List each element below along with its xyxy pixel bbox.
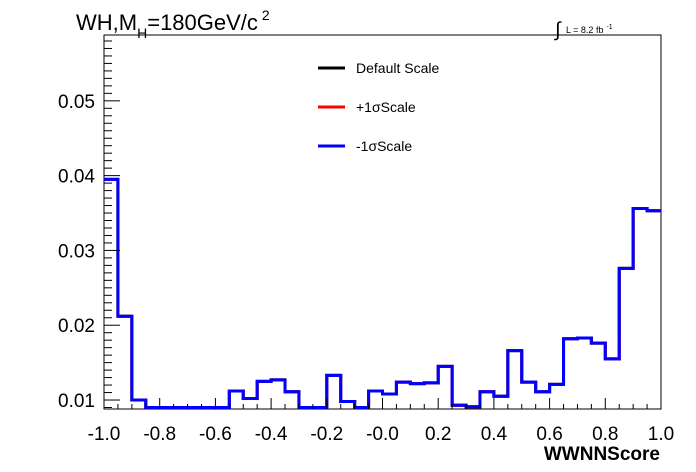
legend-label: +1σScale: [356, 99, 416, 115]
x-tick-label: 0.6: [536, 424, 562, 445]
x-tick-label: -1.0: [88, 424, 121, 445]
axes-group: -1.0 -0.8 -0.6 -0.4 -0.2 -0.0 0.2 0.4 0.6 0.8 1.0 0…: [58, 40, 674, 445]
y-tick-label: 0.01: [58, 391, 95, 412]
x-tick-label: -0.4: [255, 424, 288, 445]
luminosity-superscript: -1: [606, 24, 612, 31]
x-tick-label: 0.8: [592, 424, 618, 445]
legend-label: -1σScale: [356, 138, 412, 154]
x-tick-label: -0.6: [199, 424, 232, 445]
x-tick-label: 0.2: [425, 424, 451, 445]
chart-title-subscript: H: [137, 25, 147, 41]
x-tick-label: -0.2: [310, 424, 343, 445]
legend-label: Default Scale: [356, 60, 439, 76]
chart-title: WH,MH=180GeV/c 2: [76, 7, 270, 41]
y-tick-label: 0.04: [58, 167, 95, 188]
y-tick-label: 0.05: [58, 92, 95, 113]
x-tick-label: 0.4: [481, 424, 508, 445]
chart-title-main: WH,M: [76, 10, 137, 35]
x-tick-label: -0.0: [366, 424, 399, 445]
chart-title-superscript: 2: [262, 7, 270, 23]
x-axis-label: WWNNScore: [544, 444, 660, 465]
integral-symbol: ∫: [554, 19, 562, 41]
x-tick-label: 1.0: [648, 424, 674, 445]
legend: Default Scale +1σScale -1σScale: [318, 60, 439, 154]
series-line-0: [104, 177, 661, 410]
series-line-2: [104, 177, 661, 410]
luminosity-label: L = 8.2 fb -1: [566, 24, 613, 35]
series-group: [104, 177, 661, 410]
x-tick-label: -0.8: [143, 424, 176, 445]
series-line-1: [104, 177, 661, 410]
plot-frame: [103, 34, 662, 410]
chart-title-suffix: =180GeV/c: [147, 10, 258, 35]
y-tick-label: 0.02: [58, 316, 95, 337]
luminosity-text: L = 8.2 fb: [566, 25, 603, 35]
y-tick-label: 0.03: [58, 241, 95, 262]
